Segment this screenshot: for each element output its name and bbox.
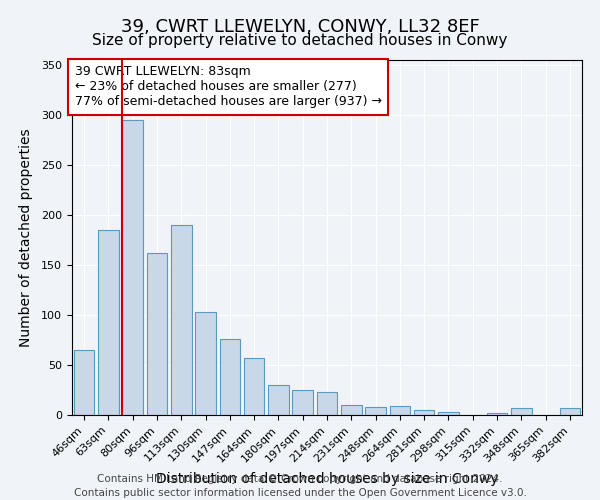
Bar: [341, 405, 362, 415]
Bar: [268, 385, 289, 415]
Text: Size of property relative to detached houses in Conwy: Size of property relative to detached ho…: [92, 32, 508, 48]
Bar: [220, 339, 240, 415]
Bar: [146, 253, 167, 415]
Text: 39 CWRT LLEWELYN: 83sqm
← 23% of detached houses are smaller (277)
77% of semi-d: 39 CWRT LLEWELYN: 83sqm ← 23% of detache…: [74, 66, 382, 108]
Bar: [171, 225, 191, 415]
Bar: [389, 406, 410, 415]
Bar: [195, 312, 216, 415]
Bar: [317, 392, 337, 415]
Bar: [487, 413, 508, 415]
Bar: [74, 350, 94, 415]
Bar: [98, 230, 119, 415]
Bar: [122, 120, 143, 415]
X-axis label: Distribution of detached houses by size in Conwy: Distribution of detached houses by size …: [156, 472, 498, 486]
Bar: [438, 412, 459, 415]
Text: Contains HM Land Registry data © Crown copyright and database right 2024.
Contai: Contains HM Land Registry data © Crown c…: [74, 474, 526, 498]
Bar: [511, 408, 532, 415]
Bar: [365, 407, 386, 415]
Y-axis label: Number of detached properties: Number of detached properties: [19, 128, 33, 347]
Bar: [244, 358, 265, 415]
Bar: [560, 408, 580, 415]
Bar: [414, 410, 434, 415]
Text: 39, CWRT LLEWELYN, CONWY, LL32 8EF: 39, CWRT LLEWELYN, CONWY, LL32 8EF: [121, 18, 479, 36]
Bar: [292, 390, 313, 415]
